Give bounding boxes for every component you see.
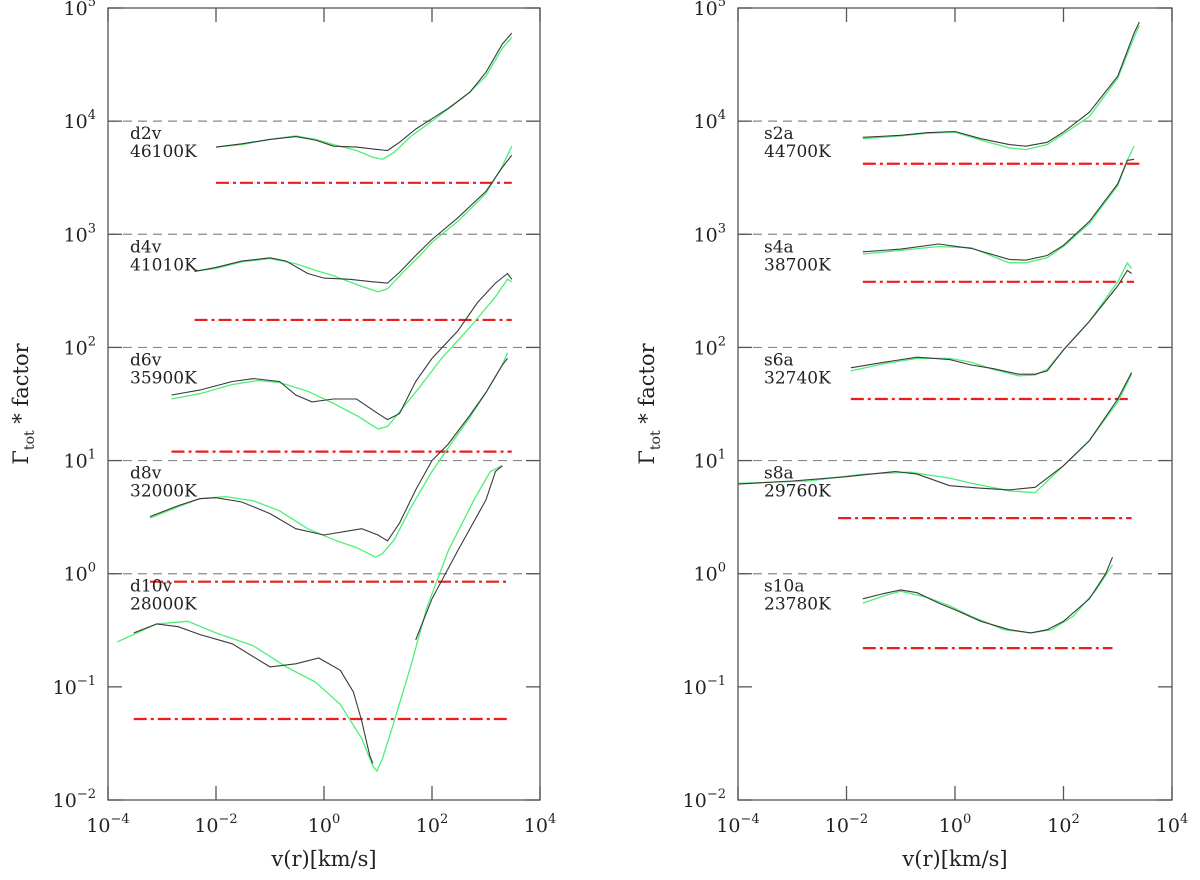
right-y-tick-label: 104: [694, 108, 726, 133]
left-panel: d2v46100Kd4v41010Kd6v35900Kd8v32000Kd10v…: [9, 0, 556, 871]
model-label: s6a: [764, 350, 794, 370]
black-curve-d2v: [215, 32, 513, 152]
black-curve-s2a: [862, 21, 1140, 147]
model-teff: 29760K: [764, 482, 831, 502]
right-y-tick-label: 102: [694, 334, 726, 359]
right-y-tick-label: 105: [694, 0, 726, 20]
left-y-tick-label: 101: [64, 448, 96, 473]
green-curve-d6v: [171, 278, 513, 430]
green-curve-s8a: [737, 373, 1133, 494]
model-label: s2a: [764, 124, 794, 144]
model-label: s4a: [764, 237, 794, 257]
model-teff: 23780K: [764, 595, 831, 615]
black-curve-s4a: [862, 158, 1135, 261]
green-curve-d8v: [149, 352, 509, 558]
green-curve-s2a: [862, 25, 1140, 151]
right-x-axis-title: v(r)[km/s]: [901, 847, 1007, 871]
green-curve-d10v: [117, 465, 503, 773]
left-y-tick-label: 103: [64, 221, 96, 246]
left-y-tick-label: 100: [64, 561, 96, 586]
left-x-tick-label: 10−2: [194, 812, 237, 837]
green-curve-s6a: [850, 261, 1133, 377]
left-x-axis-title: v(r)[km/s]: [270, 847, 376, 871]
right-y-axis-title: Γtot * factor: [635, 342, 664, 464]
model-label: d8v: [130, 464, 162, 484]
black-curve-s6a: [850, 269, 1132, 375]
left-y-tick-label: 105: [64, 0, 96, 20]
right-x-tick-label: 100: [939, 812, 971, 837]
left-y-tick-label: 102: [64, 334, 96, 359]
model-teff: 32740K: [764, 368, 831, 388]
model-label: d4v: [130, 237, 162, 257]
black-curve-s8a: [737, 372, 1133, 491]
right-plot-frame: [737, 7, 1173, 801]
black-curve-upper-d10v: [415, 465, 503, 641]
right-y-tick-label: 10−1: [683, 674, 726, 699]
model-teff: 32000K: [130, 482, 197, 502]
left-y-axis-title: Γtot * factor: [9, 342, 38, 464]
left-x-tick-label: 10−4: [86, 812, 129, 837]
left-y-tick-label: 10−2: [53, 787, 96, 812]
right-y-tick-label: 101: [694, 448, 726, 473]
right-y-tick-label: 100: [694, 561, 726, 586]
green-curve-d4v: [194, 145, 513, 293]
black-curve-d8v: [149, 358, 508, 542]
model-label: d6v: [130, 350, 162, 370]
left-x-tick-label: 100: [308, 812, 340, 837]
left-y-tick-label: 104: [64, 108, 96, 133]
right-panel: s2a44700Ks4a38700Ks6a32740Ks8a29760Ks10a…: [635, 0, 1188, 871]
left-x-tick-label: 104: [524, 812, 556, 837]
green-curve-s4a: [862, 145, 1135, 264]
model-label: d10v: [130, 577, 173, 597]
black-curve-d4v: [194, 154, 513, 284]
model-label: s8a: [764, 464, 794, 484]
right-y-tick-label: 10−2: [683, 787, 726, 812]
black-curve-d10v: [133, 623, 374, 764]
right-x-tick-label: 10−2: [825, 812, 868, 837]
model-label: d2v: [130, 124, 162, 144]
right-x-tick-label: 104: [1156, 812, 1188, 837]
right-x-tick-label: 102: [1047, 812, 1079, 837]
model-teff: 35900K: [130, 368, 197, 388]
left-plot-frame: [107, 7, 541, 801]
model-teff: 28000K: [130, 595, 197, 615]
right-y-tick-label: 103: [694, 221, 726, 246]
model-teff: 41010K: [130, 255, 197, 275]
model-label: s10a: [764, 577, 805, 597]
left-y-tick-label: 10−1: [53, 674, 96, 699]
model-teff: 44700K: [764, 142, 831, 162]
black-curve-d6v: [171, 272, 513, 421]
model-teff: 38700K: [764, 255, 831, 275]
black-curve-s10a: [862, 556, 1114, 634]
green-curve-s10a: [862, 564, 1114, 634]
model-teff: 46100K: [130, 142, 197, 162]
right-x-tick-label: 10−4: [716, 812, 759, 837]
left-x-tick-label: 102: [416, 812, 448, 837]
